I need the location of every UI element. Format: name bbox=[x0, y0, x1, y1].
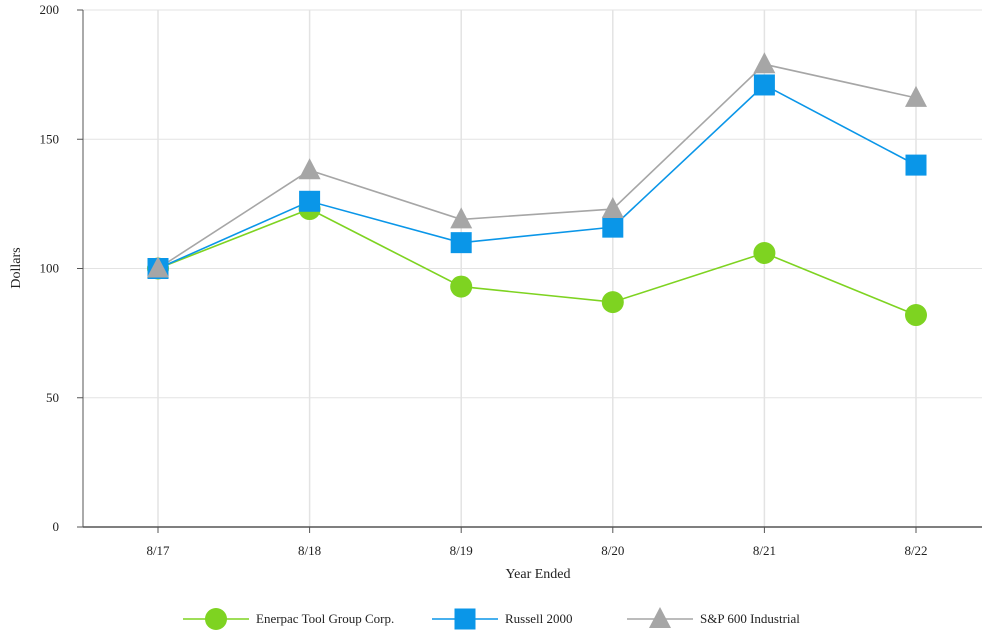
data-point-circle bbox=[601, 291, 624, 314]
data-point-circle bbox=[905, 304, 927, 327]
data-point-square bbox=[905, 154, 927, 176]
data-point-circle bbox=[753, 241, 776, 264]
y-axis-label: Dollars bbox=[9, 247, 24, 288]
data-point-square bbox=[602, 216, 624, 238]
data-point-square bbox=[299, 190, 321, 212]
legend-label: S&P 600 Industrial bbox=[700, 611, 800, 626]
legend-item: Russell 2000 bbox=[432, 608, 573, 630]
data-point-triangle bbox=[298, 158, 321, 180]
legend-item: Enerpac Tool Group Corp. bbox=[183, 608, 394, 630]
data-point-triangle bbox=[753, 52, 776, 74]
series-line-2 bbox=[157, 63, 917, 270]
legend-marker-circle bbox=[205, 608, 227, 630]
gridlines bbox=[83, 9, 982, 527]
y-tick-label: 50 bbox=[46, 390, 59, 405]
legend-marker-triangle bbox=[649, 607, 671, 628]
y-tick-label: 100 bbox=[40, 261, 60, 276]
x-tick-label: 8/18 bbox=[298, 543, 321, 558]
y-tick-label: 0 bbox=[53, 519, 60, 534]
x-tick-label: 8/22 bbox=[904, 543, 927, 558]
y-tick-label: 200 bbox=[40, 2, 60, 17]
x-tick-label: 8/17 bbox=[146, 543, 170, 558]
x-tick-label: 8/21 bbox=[753, 543, 776, 558]
legend: Enerpac Tool Group Corp. Russell 2000 S&P … bbox=[183, 607, 800, 630]
data-point-triangle bbox=[450, 207, 473, 229]
legend-item: S&P 600 Industrial bbox=[627, 607, 800, 628]
axes: 0 50 100 150 200 8/17 8/18 8/19 8/20 8/21 8/22 bbox=[40, 2, 982, 558]
series bbox=[147, 52, 927, 327]
series-line-1 bbox=[157, 83, 917, 270]
y-tick-label: 150 bbox=[40, 131, 60, 146]
x-tick-label: 8/20 bbox=[601, 543, 624, 558]
x-axis-label: Year Ended bbox=[505, 567, 570, 582]
legend-marker-square bbox=[454, 608, 476, 630]
data-point-square bbox=[450, 232, 472, 254]
series-line-0 bbox=[157, 208, 917, 316]
data-point-circle bbox=[450, 275, 473, 298]
x-tick-label: 8/19 bbox=[450, 543, 473, 558]
data-point-triangle bbox=[905, 85, 927, 107]
data-point-triangle bbox=[147, 256, 169, 278]
legend-label: Enerpac Tool Group Corp. bbox=[256, 611, 394, 626]
data-point-square bbox=[753, 74, 775, 96]
legend-label: Russell 2000 bbox=[505, 611, 573, 626]
data-point-triangle bbox=[601, 197, 624, 219]
